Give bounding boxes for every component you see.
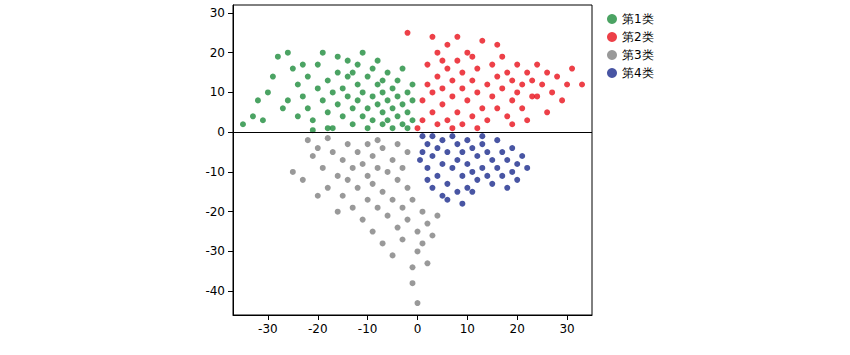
svg-text:-30: -30: [258, 322, 278, 336]
svg-text:20: 20: [210, 46, 225, 60]
svg-text:0: 0: [217, 125, 225, 139]
svg-text:第1类: 第1类: [622, 12, 654, 26]
svg-text:第4类: 第4类: [622, 66, 654, 80]
svg-text:10: 10: [460, 322, 475, 336]
svg-text:-10: -10: [358, 322, 378, 336]
svg-text:第3类: 第3类: [622, 48, 654, 62]
svg-text:-20: -20: [308, 322, 328, 336]
svg-text:第2类: 第2类: [622, 30, 654, 44]
svg-text:30: 30: [559, 322, 574, 336]
svg-text:-40: -40: [205, 284, 225, 298]
svg-text:-30: -30: [205, 244, 225, 258]
svg-text:20: 20: [510, 322, 525, 336]
svg-text:-20: -20: [205, 205, 225, 219]
svg-text:30: 30: [210, 6, 225, 20]
svg-text:0: 0: [414, 322, 422, 336]
svg-text:-10: -10: [205, 165, 225, 179]
svg-text:10: 10: [210, 85, 225, 99]
